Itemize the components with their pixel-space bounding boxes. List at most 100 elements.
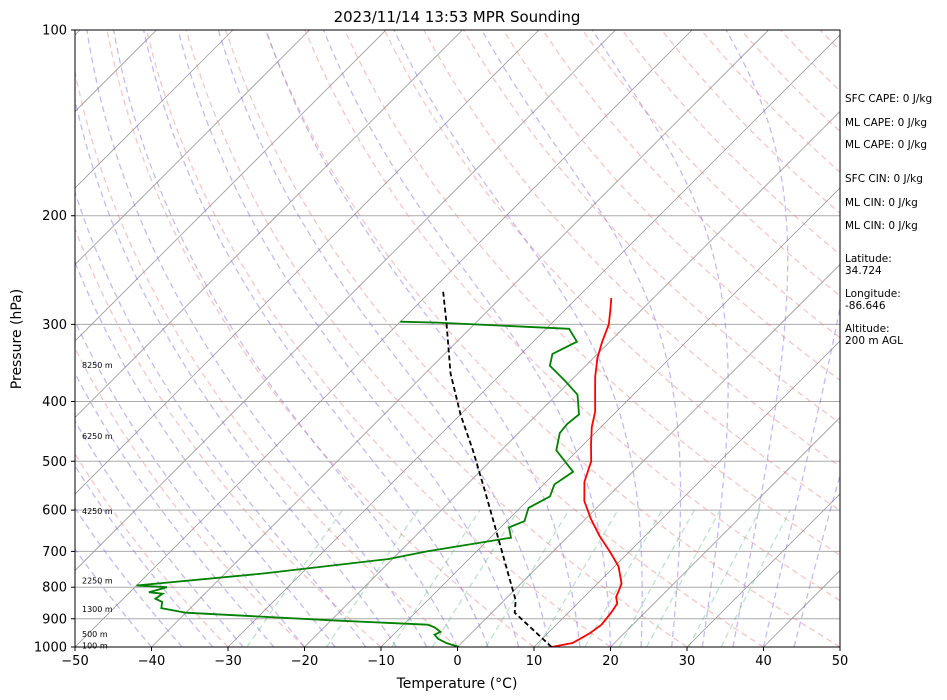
moist-adiabat <box>322 30 612 647</box>
dry-adiabat <box>264 30 840 647</box>
x-tick-label: 20 <box>602 654 619 669</box>
dry-adiabat <box>304 30 840 602</box>
parcel-profile <box>442 291 553 647</box>
x-tick-label: 30 <box>679 654 696 669</box>
x-tick-label: 10 <box>526 654 543 669</box>
mixing-ratio-line <box>325 509 419 647</box>
y-tick-label: 100 <box>42 24 67 39</box>
height-label: 8250 m <box>82 361 113 370</box>
dry-adiabats <box>75 30 840 647</box>
isotherm-line <box>151 30 769 647</box>
isotherm-line <box>75 30 693 647</box>
moist-adiabat <box>112 30 459 647</box>
x-axis-ticks: −50 −40 −30 −20 −10 0 10 20 30 40 50 <box>61 647 848 669</box>
isotherm-lines <box>0 30 840 647</box>
y-tick-label: 200 <box>42 209 67 224</box>
moist-adiabat <box>75 419 244 647</box>
moist-adiabat <box>481 30 682 647</box>
moist-adiabat <box>725 30 789 647</box>
moist-adiabat <box>177 30 520 647</box>
moist-adiabat <box>591 30 729 647</box>
isotherm-line <box>75 30 463 419</box>
mixing-ratio-line <box>688 509 761 647</box>
dry-adiabat <box>106 30 535 647</box>
x-tick-label: −30 <box>214 654 241 669</box>
longitude-value: -86.646 <box>845 300 886 312</box>
height-label: 500 m <box>82 630 108 639</box>
x-tick-label: −40 <box>138 654 165 669</box>
altitude-value: 200 m AGL <box>845 335 903 347</box>
dry-adiabat <box>185 30 688 647</box>
moist-adiabat <box>217 30 550 647</box>
dewpoint-profile <box>136 320 580 647</box>
chart-title: 2023/11/14 13:53 MPR Sounding <box>334 8 581 26</box>
moist-adiabats <box>75 30 840 647</box>
isotherm-line <box>0 30 4 647</box>
ml-cin-text-2: ML CIN: 0 J/kg <box>845 220 918 232</box>
sounding-info-panel: SFC CAPE: 0 J/kg ML CAPE: 0 J/kg ML CAPE… <box>845 93 932 347</box>
isotherm-line <box>75 30 234 189</box>
height-label: 1300 m <box>82 605 113 614</box>
y-tick-label: 1000 <box>34 641 67 656</box>
moist-adiabat <box>793 472 840 647</box>
y-tick-label: 900 <box>42 612 67 627</box>
mixing-ratio-line <box>485 509 570 647</box>
moist-adiabat <box>86 30 428 647</box>
moist-adiabat <box>75 190 367 647</box>
mixing-ratio-line <box>720 509 791 647</box>
mixing-ratio-line <box>646 509 721 647</box>
x-tick-label: 50 <box>832 654 849 669</box>
longitude-label: Longitude: <box>845 288 901 300</box>
isotherm-line <box>686 493 840 647</box>
isotherm-line <box>610 416 840 647</box>
moist-adiabat <box>75 96 397 647</box>
sfc-cin-text: SFC CIN: 0 J/kg <box>845 173 923 185</box>
height-labels: 8250 m 6250 m 4250 m 2250 m 1300 m 500 m 100 m <box>82 361 113 651</box>
moist-adiabat <box>265 30 581 647</box>
sfc-cape-text: SFC CAPE: 0 J/kg <box>845 93 932 105</box>
y-tick-label: 400 <box>42 395 67 410</box>
height-label: 2250 m <box>82 576 113 585</box>
dry-adiabat <box>383 30 840 512</box>
y-tick-label: 600 <box>42 504 67 519</box>
isotherm-line <box>304 110 840 647</box>
dry-adiabat <box>344 30 840 556</box>
sounding-profiles <box>136 291 623 647</box>
dry-adiabat <box>423 30 840 468</box>
temperature-profile <box>551 298 623 647</box>
latitude-value: 34.724 <box>845 265 882 277</box>
x-axis-label: Temperature (°C) <box>396 676 518 692</box>
y-axis-ticks: 100 200 300 400 500 600 700 800 900 1000 <box>34 24 75 656</box>
dry-adiabat <box>75 69 458 647</box>
y-tick-label: 700 <box>42 545 67 560</box>
isotherm-line <box>227 34 840 647</box>
y-axis-label: Pressure (hPa) <box>9 289 25 389</box>
y-tick-label: 300 <box>42 318 67 333</box>
height-label: 4250 m <box>82 507 113 516</box>
isotherm-line <box>75 30 540 495</box>
x-tick-label: −50 <box>61 654 88 669</box>
y-tick-label: 500 <box>42 455 67 470</box>
moist-adiabat <box>762 304 840 647</box>
mixing-ratio-line <box>618 509 696 647</box>
isotherm-line <box>380 187 840 647</box>
altitude-label: Altitude: <box>845 323 890 335</box>
x-tick-label: 40 <box>755 654 772 669</box>
x-tick-label: −20 <box>291 654 318 669</box>
moist-adiabat <box>393 30 643 647</box>
moist-adiabat <box>75 464 214 647</box>
height-label: 100 m <box>82 642 108 651</box>
isotherm-line <box>75 30 387 342</box>
x-tick-label: −10 <box>367 654 394 669</box>
dry-adiabat <box>75 226 382 647</box>
moist-adiabat <box>75 260 336 647</box>
isotherm-line <box>75 30 616 572</box>
mixing-ratio-line <box>246 509 344 647</box>
ml-cape-text: ML CAPE: 0 J/kg <box>845 117 927 129</box>
dry-adiabat <box>145 30 611 647</box>
isotherm-line <box>75 30 310 266</box>
mixing-ratio-line <box>431 509 519 647</box>
height-label: 6250 m <box>82 432 113 441</box>
y-tick-label: 800 <box>42 581 67 596</box>
